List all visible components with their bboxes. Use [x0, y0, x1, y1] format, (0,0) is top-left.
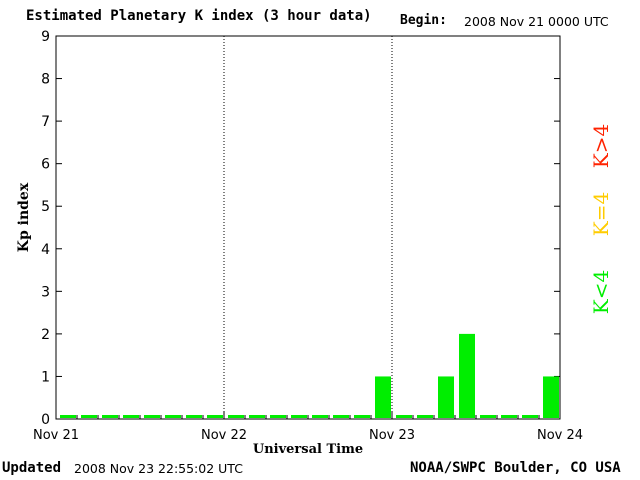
kp-bar: [291, 415, 307, 418]
x-tick-label: Nov 21: [33, 428, 79, 443]
x-tick-label: Nov 22: [201, 428, 247, 443]
legend-item: K=4: [589, 192, 613, 236]
kp-bar: [144, 415, 160, 418]
legend-item: K>4: [589, 124, 613, 168]
chart-title: Estimated Planetary K index (3 hour data…: [26, 8, 372, 24]
kp-bar: [186, 415, 202, 418]
kp-bar: [480, 415, 496, 418]
y-tick-label: 6: [41, 157, 50, 173]
y-axis-label: Kp index: [16, 182, 32, 252]
begin-label: Begin:: [400, 13, 447, 28]
begin-value: 2008 Nov 21 0000 UTC: [464, 14, 609, 29]
x-tick-label: Nov 23: [369, 428, 415, 443]
y-tick-label: 5: [41, 199, 50, 215]
y-tick-label: 7: [41, 114, 50, 130]
kp-bar: [522, 415, 538, 418]
y-tick-label: 3: [41, 284, 50, 300]
x-tick-label: Nov 24: [537, 428, 583, 443]
kp-bar: [270, 415, 286, 418]
kp-bar: [102, 415, 118, 418]
y-tick-label: 2: [41, 327, 50, 343]
updated-label: Updated: [2, 460, 62, 476]
kp-bar: [438, 376, 454, 418]
kp-bar: [543, 376, 559, 418]
y-tick-label: 1: [41, 369, 50, 385]
plot-frame: [55, 35, 561, 420]
kp-bar: [375, 376, 391, 418]
kp-bar: [396, 415, 412, 418]
x-axis-label: Universal Time: [253, 442, 363, 457]
kp-bar: [249, 415, 265, 418]
kp-bar: [312, 415, 328, 418]
kp-bar: [81, 415, 97, 418]
kp-bar: [165, 415, 181, 418]
credit-text: NOAA/SWPC Boulder, CO USA: [410, 460, 621, 476]
kp-bar: [459, 333, 475, 418]
kp-bar: [501, 415, 517, 418]
kp-bar: [123, 415, 139, 418]
kp-bar: [228, 415, 244, 418]
y-tick-label: 4: [41, 242, 50, 258]
legend-item: K<4: [589, 270, 613, 314]
y-tick-label: 9: [41, 29, 50, 45]
y-tick-label: 0: [41, 412, 50, 428]
kp-bar: [60, 415, 76, 418]
updated-timestamp: 2008 Nov 23 22:55:02 UTC: [74, 461, 243, 476]
kp-bar: [207, 415, 223, 418]
kp-bar: [333, 415, 349, 418]
kp-bar: [354, 415, 370, 418]
kp-bar: [417, 415, 433, 418]
y-tick-label: 8: [41, 72, 50, 88]
